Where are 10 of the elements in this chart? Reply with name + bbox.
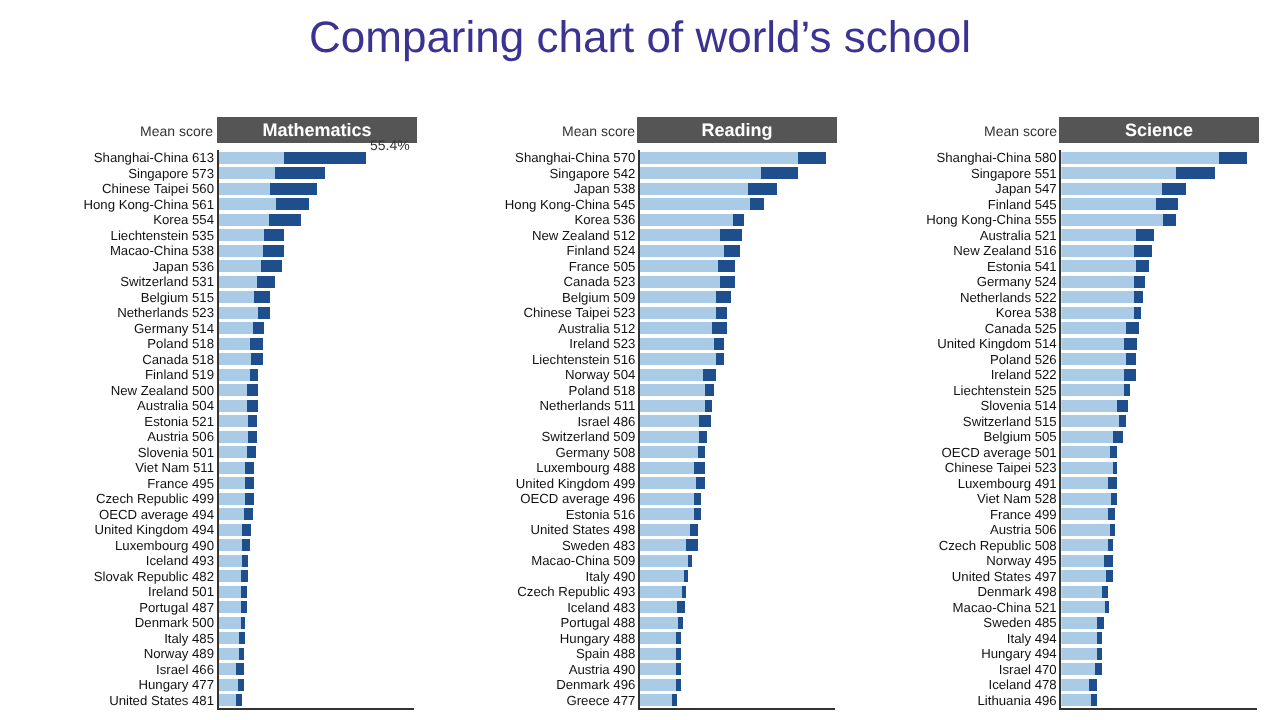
bar bbox=[797, 151, 826, 164]
bar bbox=[760, 167, 798, 180]
chart-subtitle: Reading bbox=[701, 120, 773, 140]
text: Comparing chart of world’s school bbox=[309, 12, 971, 63]
bar bbox=[1135, 229, 1155, 242]
chart-subtitle: Science bbox=[1124, 120, 1194, 140]
bar bbox=[1219, 151, 1248, 164]
bar bbox=[1176, 167, 1216, 180]
bar bbox=[1163, 213, 1177, 226]
chart-subtitle: Mathematics bbox=[262, 120, 372, 140]
